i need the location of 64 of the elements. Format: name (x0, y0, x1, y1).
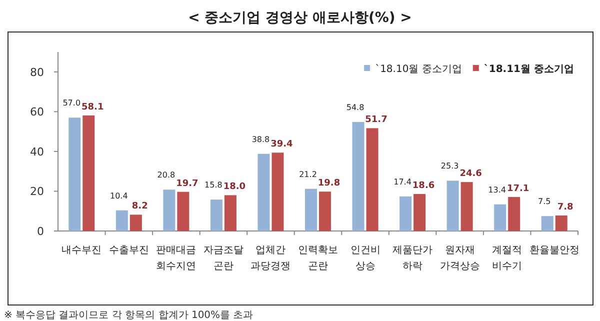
data-label: 7.8 (557, 202, 574, 212)
bar (508, 196, 520, 231)
x-tick-label: 환율불안정 (529, 245, 580, 256)
data-label: 10.4 (110, 191, 128, 200)
bar (116, 210, 128, 231)
data-label: 17.4 (394, 177, 412, 186)
bar (541, 216, 554, 231)
bar (414, 194, 426, 231)
x-tick-label: 계절적 비수기 (492, 245, 522, 272)
legend-label: `18.11월 중소기업 (484, 64, 574, 75)
y-tick-label: 20 (30, 185, 44, 198)
y-tick-label: 0 (37, 225, 44, 238)
x-tick-label: 판매대금 회수지연 (156, 245, 196, 272)
bar (82, 115, 95, 231)
bar (177, 192, 190, 231)
bar (352, 122, 364, 231)
data-label: 8.2 (132, 202, 148, 212)
x-tick-label: 내수부진 (62, 245, 102, 256)
bar (366, 128, 378, 231)
y-tick-label: 80 (30, 66, 44, 79)
data-label: 19.7 (176, 178, 198, 189)
bar (258, 154, 270, 231)
bar (68, 118, 81, 231)
bar (400, 196, 412, 231)
x-tick-label: 제품단가 하락 (392, 245, 433, 272)
bar (494, 204, 506, 231)
x-tick-label: 업체간 과당경쟁 (250, 245, 291, 272)
x-tick-label: 인건비 상승 (350, 245, 380, 272)
bar (460, 182, 473, 231)
data-label: 25.3 (440, 162, 459, 171)
data-label: 13.4 (488, 185, 506, 194)
y-tick-label: 40 (30, 145, 44, 158)
x-tick-label: 인력확보 곤란 (298, 245, 338, 272)
data-label: 38.8 (252, 134, 270, 144)
data-label: 21.2 (299, 170, 317, 179)
data-label: 51.7 (365, 115, 388, 126)
data-label: 19.8 (318, 178, 340, 189)
bar (130, 214, 142, 231)
bar (446, 180, 459, 231)
data-label: 18.6 (412, 181, 435, 192)
x-tick-label: 수출부진 (108, 245, 149, 256)
data-label: 15.8 (204, 180, 222, 190)
chart-title: < 중소기업 경영상 애로사항(%) > (188, 10, 412, 26)
data-label: 24.6 (460, 169, 482, 180)
data-label: 18.0 (223, 182, 246, 192)
data-label: 17.1 (506, 184, 530, 194)
y-tick-label: 60 (30, 106, 44, 119)
legend-label: `18.10월 중소기업 (375, 64, 462, 75)
data-label: 39.4 (270, 140, 293, 150)
data-label: 58.1 (82, 102, 104, 112)
text: ※ 복수응답 결과이므로 각 항목의 합계가 100%를 초과 (4, 310, 254, 321)
data-label: 54.8 (346, 103, 364, 112)
bar (319, 192, 331, 231)
bar (224, 195, 236, 231)
data-label: 57.0 (62, 98, 81, 108)
bar (272, 152, 284, 231)
data-label: 20.8 (157, 170, 176, 180)
x-tick-label: 자금조달 곤란 (203, 245, 244, 272)
data-label: 7.5 (538, 197, 551, 206)
bar (210, 200, 222, 231)
bar (305, 188, 317, 231)
x-tick-label: 원자재 가격상승 (440, 245, 480, 272)
bar (163, 190, 176, 231)
bar (555, 215, 568, 231)
